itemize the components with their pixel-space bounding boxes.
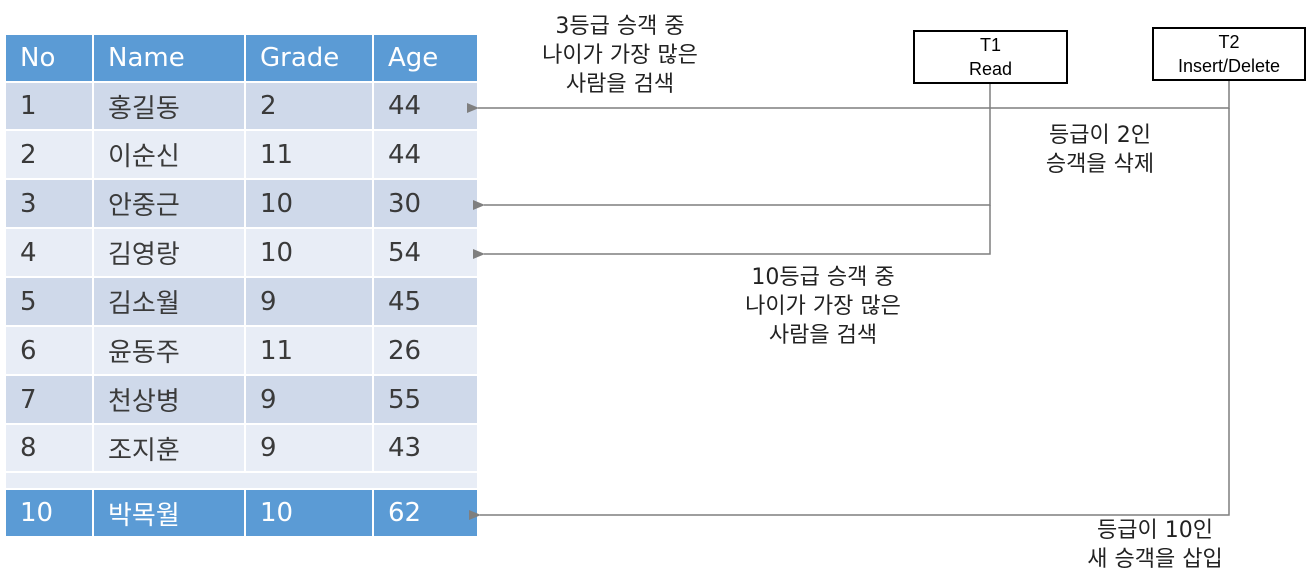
- row-1-age: 44: [374, 83, 477, 129]
- row-8-grade: 9: [246, 425, 374, 471]
- row-4-grade: 10: [246, 229, 374, 276]
- note-insert-grade10: 등급이 10인 새 승객을 삽입: [1055, 516, 1255, 574]
- header-age: Age: [374, 35, 477, 81]
- transaction-t2-box: T2 Insert/Delete: [1152, 27, 1306, 81]
- header-grade: Grade: [246, 35, 374, 81]
- row-6-name: 윤동주: [94, 327, 246, 374]
- row-5-name: 김소월: [94, 278, 246, 325]
- row-8-age: 43: [374, 425, 477, 471]
- row-3-grade: 10: [246, 180, 374, 227]
- t1-op: Read: [968, 59, 1013, 79]
- header-no: No: [6, 35, 94, 81]
- note-line: 나이가 가장 많은: [542, 43, 698, 68]
- row-5-no: 5: [6, 278, 94, 325]
- row-3-no: 3: [6, 180, 94, 227]
- note-search-grade3: 3등급 승객 중 나이가 가장 많은 사람을 검색: [520, 12, 720, 99]
- transaction-t1-box: T1 Read: [913, 30, 1068, 84]
- row-7-grade: 9: [246, 376, 374, 423]
- row-4-age: 54: [374, 229, 477, 276]
- note-line: 나이가 가장 많은: [745, 294, 901, 319]
- row-1-grade: 2: [246, 83, 374, 129]
- note-line: 사람을 검색: [768, 323, 878, 348]
- row-2-grade: 11: [246, 131, 374, 178]
- note-line: 승객을 삭제: [1045, 152, 1155, 177]
- note-line: 3등급 승객 중: [555, 14, 685, 39]
- row-2-no: 2: [6, 131, 94, 178]
- row-5-age: 45: [374, 278, 477, 325]
- row-8-no: 8: [6, 425, 94, 471]
- inserted-row-age: 62: [374, 490, 477, 536]
- row-7-age: 55: [374, 376, 477, 423]
- row-7-name: 천상병: [94, 376, 246, 423]
- t1-name: T1: [979, 35, 1001, 55]
- table-separator: [6, 473, 477, 488]
- header-name: Name: [94, 35, 246, 81]
- row-1-name: 홍길동: [94, 83, 246, 129]
- note-line: 새 승객을 삽입: [1087, 547, 1223, 572]
- row-3-age: 30: [374, 180, 477, 227]
- inserted-row-grade: 10: [246, 490, 374, 536]
- arrow-t2-insert: [469, 108, 1230, 520]
- row-6-no: 6: [6, 327, 94, 374]
- note-line: 사람을 검색: [565, 72, 675, 97]
- row-6-grade: 11: [246, 327, 374, 374]
- inserted-row-no: 10: [6, 490, 94, 536]
- row-1-no: 1: [6, 83, 94, 129]
- row-4-no: 4: [6, 229, 94, 276]
- arrow-t1-row3: [473, 84, 991, 210]
- row-4-name: 김영랑: [94, 229, 246, 276]
- row-3-name: 안중근: [94, 180, 246, 227]
- t2-name: T2: [1218, 32, 1240, 52]
- note-line: 등급이 2인: [1049, 123, 1151, 148]
- row-2-name: 이순신: [94, 131, 246, 178]
- row-5-grade: 9: [246, 278, 374, 325]
- inserted-row-name: 박목월: [94, 490, 246, 536]
- note-line: 10등급 승객 중: [751, 265, 895, 290]
- row-6-age: 26: [374, 327, 477, 374]
- row-2-age: 44: [374, 131, 477, 178]
- row-7-no: 7: [6, 376, 94, 423]
- note-delete-grade2: 등급이 2인 승객을 삭제: [1010, 121, 1190, 179]
- arrow-t1-row4: [473, 205, 991, 259]
- note-search-grade10: 10등급 승객 중 나이가 가장 많은 사람을 검색: [718, 263, 928, 350]
- t2-op: Insert/Delete: [1177, 56, 1281, 76]
- note-line: 등급이 10인: [1097, 518, 1213, 543]
- row-8-name: 조지훈: [94, 425, 246, 471]
